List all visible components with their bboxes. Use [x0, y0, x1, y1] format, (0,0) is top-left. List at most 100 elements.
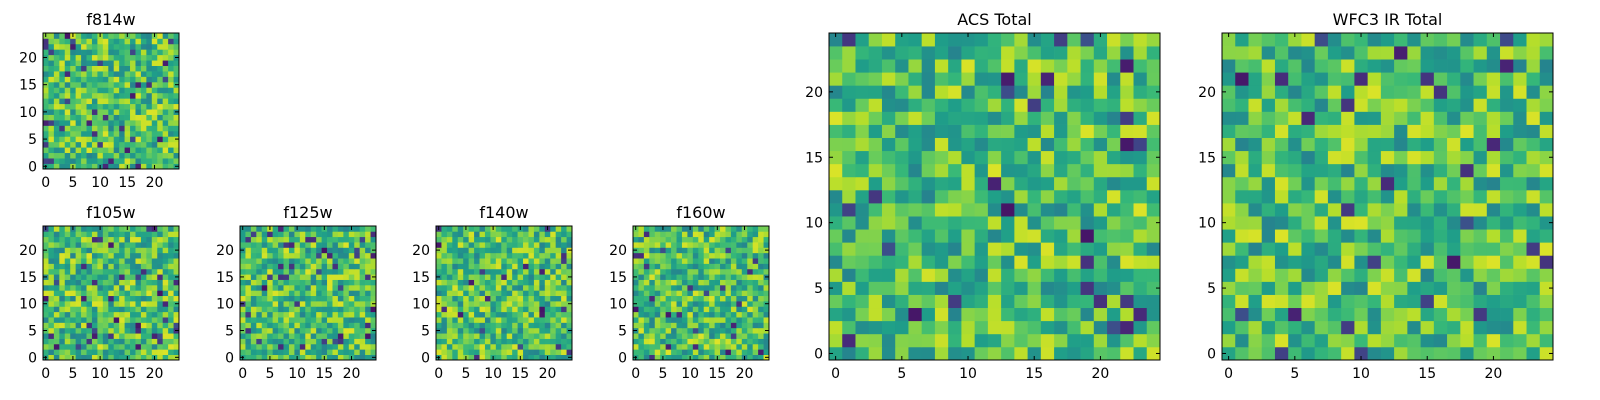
heatmap-cell	[288, 343, 295, 350]
heatmap-cell	[130, 103, 136, 110]
heatmap-cell	[1500, 229, 1514, 243]
heatmap-cell	[1447, 203, 1461, 217]
x-tick-label: 0	[434, 366, 443, 382]
heatmap-cell	[533, 354, 540, 361]
heatmap-cell	[523, 279, 529, 286]
heatmap-cell	[245, 231, 252, 238]
heatmap-cell	[709, 290, 715, 297]
heatmap-cell	[135, 343, 142, 350]
heatmap-cell	[261, 274, 268, 280]
heatmap-cell	[1093, 281, 1108, 295]
axes-frame	[42, 32, 180, 170]
heatmap-cell	[278, 231, 284, 238]
heatmap-cell	[316, 258, 322, 264]
heatmap-cell	[267, 338, 273, 345]
heatmap-cell	[1500, 346, 1514, 361]
heatmap-cell	[544, 343, 551, 350]
heatmap-cell	[48, 125, 55, 132]
heatmap-cell	[75, 268, 82, 275]
heatmap-cell	[299, 290, 306, 297]
heatmap-cell	[168, 258, 174, 264]
heatmap-cell	[638, 231, 645, 238]
heatmap-cell	[829, 98, 843, 112]
heatmap-cell	[113, 163, 120, 170]
heatmap-cell	[130, 290, 136, 297]
heatmap-cell	[157, 125, 164, 132]
heatmap-cell	[881, 216, 896, 230]
heatmap-cell	[43, 333, 49, 339]
heatmap-cell	[305, 327, 312, 334]
heatmap-cell	[660, 252, 666, 259]
heatmap-cell	[1314, 255, 1329, 269]
heatmap-cell	[59, 136, 66, 143]
heatmap-cell	[130, 71, 136, 77]
heatmap-cell	[484, 290, 491, 297]
heatmap-cell	[921, 255, 936, 269]
heatmap-cell	[468, 317, 475, 323]
heatmap-cell	[463, 284, 469, 291]
heatmap-cell	[660, 247, 666, 254]
heatmap-cell	[1107, 203, 1121, 217]
heatmap-cell	[146, 125, 153, 132]
heatmap-cell	[758, 231, 764, 238]
heatmap-cell	[703, 236, 710, 243]
heatmap-cell	[240, 343, 246, 350]
heatmap-cell	[173, 65, 180, 72]
heatmap-cell	[151, 343, 158, 350]
heatmap-cell	[1261, 124, 1276, 138]
heatmap-cell	[272, 322, 279, 329]
heatmap-cell	[741, 258, 748, 264]
heatmap-cell	[1133, 346, 1148, 361]
heatmap-cell	[113, 76, 120, 83]
heatmap-cell	[1513, 59, 1527, 73]
heatmap-cell	[305, 263, 312, 270]
heatmap-cell	[468, 354, 475, 361]
heatmap-cell	[539, 354, 546, 361]
heatmap-cell	[974, 59, 989, 73]
heatmap-cell	[1146, 85, 1161, 99]
heatmap-cell	[842, 242, 856, 256]
heatmap-cell	[365, 295, 371, 302]
heatmap-cell	[157, 54, 164, 61]
heatmap-cell	[321, 343, 328, 350]
heatmap-cell	[474, 322, 480, 329]
heatmap-cell	[1367, 333, 1382, 348]
heatmap-cell	[124, 317, 131, 323]
heatmap-cell	[1513, 216, 1527, 230]
heatmap-cell	[1354, 189, 1368, 204]
heatmap-cell	[1526, 46, 1541, 60]
heatmap-cell	[1027, 176, 1042, 191]
heatmap-cell	[1040, 294, 1055, 309]
heatmap-cell	[48, 322, 55, 329]
heatmap-cell	[501, 338, 508, 345]
heatmap-cell	[168, 327, 174, 334]
heatmap-cell	[1093, 111, 1108, 125]
heatmap-cell	[48, 252, 55, 259]
heatmap-cell	[452, 226, 459, 232]
heatmap-cell	[441, 354, 448, 361]
heatmap-cell	[108, 109, 115, 115]
heatmap-cell	[53, 158, 60, 164]
heatmap-cell	[649, 317, 656, 323]
heatmap-cell	[1380, 216, 1395, 230]
panel-title: WFC3 IR Total	[1333, 10, 1443, 29]
heatmap-cell	[81, 317, 87, 323]
heatmap-cell	[64, 141, 71, 148]
heatmap-cell	[1354, 307, 1368, 322]
heatmap-cell	[665, 311, 672, 318]
heatmap-cell	[709, 327, 715, 334]
heatmap-cell	[479, 295, 486, 302]
heatmap-cell	[256, 247, 263, 254]
heatmap-cell	[948, 216, 962, 230]
heatmap-cell	[113, 60, 120, 66]
heatmap-cell	[758, 284, 764, 291]
heatmap-cell	[135, 71, 142, 77]
heatmap-cell	[1526, 216, 1541, 230]
heatmap-cell	[75, 49, 82, 56]
heatmap-cell	[310, 349, 317, 355]
heatmap-cell	[550, 268, 557, 275]
heatmap-cell	[1420, 346, 1435, 361]
heatmap-cell	[1473, 281, 1488, 295]
heatmap-cell	[365, 349, 371, 355]
heatmap-cell	[479, 242, 486, 248]
